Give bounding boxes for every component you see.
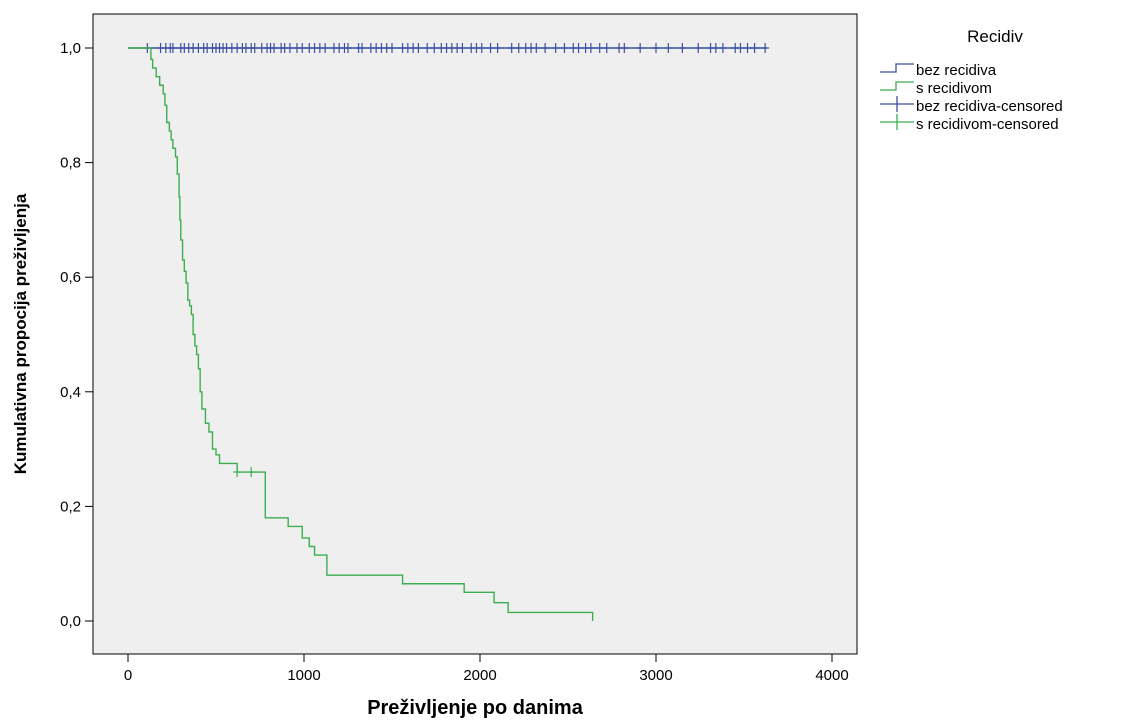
censor-mark <box>423 43 432 53</box>
censor-mark <box>477 43 486 53</box>
censor-mark <box>602 43 611 53</box>
legend-label: bez recidiva <box>916 62 997 79</box>
censor-mark <box>344 43 352 53</box>
censor-mark <box>298 43 307 53</box>
censor-mark <box>532 43 541 53</box>
censor-mark <box>285 43 294 53</box>
censor-mark <box>388 43 396 53</box>
legend-swatch <box>880 63 914 73</box>
censor-mark <box>514 43 523 53</box>
legend-item: s recidivom <box>880 80 992 97</box>
series-line <box>128 47 594 621</box>
censor-mark <box>250 43 259 53</box>
legend-item: s recidivom-censored <box>880 114 1059 133</box>
y-tick-label: 0,8 <box>60 155 81 172</box>
censor-mark <box>270 43 279 53</box>
censor-mark <box>750 43 759 53</box>
legend-label: bez recidiva-censored <box>916 98 1063 115</box>
censor-mark <box>586 43 595 53</box>
x-tick-label: 0 <box>124 667 132 684</box>
legend-item: bez recidiva-censored <box>880 96 1063 115</box>
censor-mark <box>541 43 550 53</box>
censor-mark <box>718 43 727 53</box>
y-tick-label: 0,4 <box>60 384 81 401</box>
censor-mark <box>743 43 752 53</box>
censor-mark <box>358 43 367 53</box>
censor-mark <box>574 43 583 53</box>
y-tick-label: 0,2 <box>60 498 81 515</box>
censor-mark <box>664 43 673 53</box>
plot-area <box>92 13 858 655</box>
censor-mark <box>620 43 629 53</box>
x-axis-title: Preživljenje po danima <box>367 697 584 719</box>
series-layer <box>128 43 770 621</box>
censor-mark <box>560 43 569 53</box>
censor-mark <box>507 43 516 53</box>
censor-mark <box>458 43 467 53</box>
censor-mark <box>736 43 745 53</box>
censor-mark <box>711 43 720 53</box>
y-tick-label: 0,0 <box>60 613 81 630</box>
censor-mark <box>414 43 423 53</box>
censor-mark <box>652 43 660 53</box>
censor-mark <box>233 467 242 478</box>
x-tick-label: 2000 <box>463 667 496 684</box>
legend-label: s recidivom-censored <box>916 116 1059 133</box>
y-tick-label: 1,0 <box>60 40 81 57</box>
x-axis: 0 1000 2000 3000 4000 <box>124 654 849 684</box>
censor-mark <box>551 43 560 53</box>
censor-mark <box>493 43 502 53</box>
x-tick-label: 1000 <box>287 667 320 684</box>
x-tick-label: 4000 <box>815 667 848 684</box>
censor-mark <box>595 43 604 53</box>
censor-mark <box>321 43 330 53</box>
y-axis-title: Kumulativna propocija preživljenja <box>11 193 30 474</box>
x-tick-label: 3000 <box>639 667 672 684</box>
censor-mark <box>247 467 256 478</box>
legend-swatch <box>880 81 914 91</box>
censor-mark <box>636 43 645 53</box>
y-tick-label: 0,6 <box>60 269 81 286</box>
legend-title: Recidiv <box>967 27 1023 46</box>
censor-mark <box>761 43 770 53</box>
censor-mark <box>678 43 687 53</box>
censor-mark <box>168 43 177 53</box>
censor-mark <box>694 43 703 53</box>
legend-item: bez recidiva <box>880 62 997 79</box>
censor-mark <box>430 43 439 53</box>
y-axis: 0,0 0,2 0,4 0,6 0,8 1,0 <box>60 40 93 630</box>
legend-label: s recidivom <box>916 80 992 97</box>
censor-mark <box>486 43 495 53</box>
